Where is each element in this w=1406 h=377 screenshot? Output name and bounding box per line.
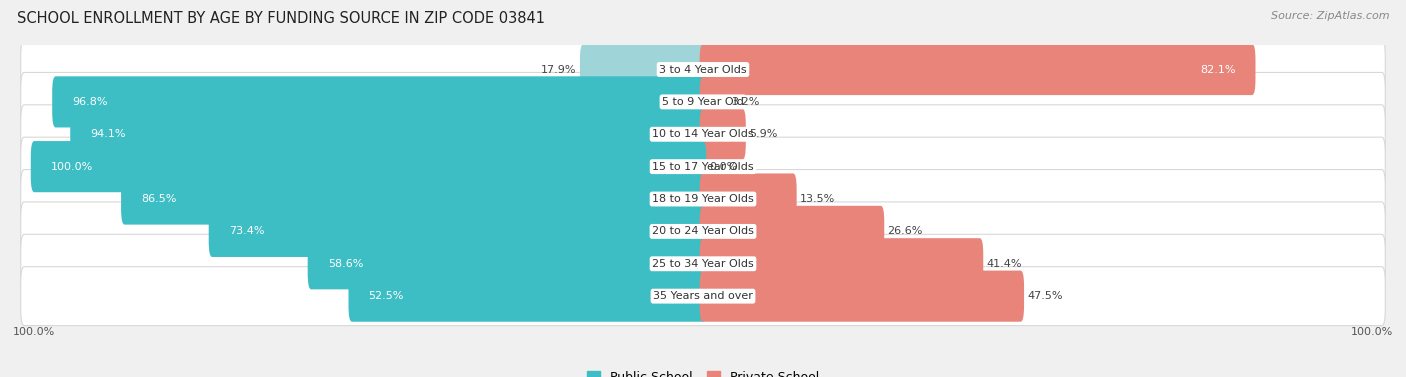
Text: 47.5%: 47.5% — [1028, 291, 1063, 301]
Text: 35 Years and over: 35 Years and over — [652, 291, 754, 301]
FancyBboxPatch shape — [21, 267, 1385, 326]
Text: 5 to 9 Year Old: 5 to 9 Year Old — [662, 97, 744, 107]
FancyBboxPatch shape — [700, 206, 884, 257]
FancyBboxPatch shape — [21, 105, 1385, 164]
FancyBboxPatch shape — [349, 271, 706, 322]
Text: 100.0%: 100.0% — [1351, 327, 1393, 337]
Text: 94.1%: 94.1% — [90, 129, 125, 139]
FancyBboxPatch shape — [21, 40, 1385, 99]
Text: SCHOOL ENROLLMENT BY AGE BY FUNDING SOURCE IN ZIP CODE 03841: SCHOOL ENROLLMENT BY AGE BY FUNDING SOUR… — [17, 11, 546, 26]
Text: 82.1%: 82.1% — [1199, 64, 1236, 75]
Text: 41.4%: 41.4% — [987, 259, 1022, 269]
FancyBboxPatch shape — [21, 137, 1385, 196]
FancyBboxPatch shape — [70, 109, 706, 160]
FancyBboxPatch shape — [121, 173, 706, 225]
FancyBboxPatch shape — [21, 72, 1385, 131]
FancyBboxPatch shape — [308, 238, 706, 290]
FancyBboxPatch shape — [21, 202, 1385, 261]
Text: 3 to 4 Year Olds: 3 to 4 Year Olds — [659, 64, 747, 75]
FancyBboxPatch shape — [700, 238, 983, 290]
FancyBboxPatch shape — [700, 76, 728, 127]
Text: 10 to 14 Year Olds: 10 to 14 Year Olds — [652, 129, 754, 139]
Text: Source: ZipAtlas.com: Source: ZipAtlas.com — [1271, 11, 1389, 21]
FancyBboxPatch shape — [579, 44, 706, 95]
FancyBboxPatch shape — [21, 170, 1385, 228]
Text: 25 to 34 Year Olds: 25 to 34 Year Olds — [652, 259, 754, 269]
Text: 17.9%: 17.9% — [541, 64, 576, 75]
Text: 100.0%: 100.0% — [51, 162, 93, 172]
Text: 5.9%: 5.9% — [749, 129, 778, 139]
Text: 26.6%: 26.6% — [887, 227, 922, 236]
Text: 58.6%: 58.6% — [328, 259, 363, 269]
Text: 18 to 19 Year Olds: 18 to 19 Year Olds — [652, 194, 754, 204]
Legend: Public School, Private School: Public School, Private School — [582, 366, 824, 377]
Text: 20 to 24 Year Olds: 20 to 24 Year Olds — [652, 227, 754, 236]
Text: 100.0%: 100.0% — [13, 327, 55, 337]
Text: 73.4%: 73.4% — [229, 227, 264, 236]
FancyBboxPatch shape — [700, 44, 1256, 95]
FancyBboxPatch shape — [700, 109, 745, 160]
Text: 15 to 17 Year Olds: 15 to 17 Year Olds — [652, 162, 754, 172]
FancyBboxPatch shape — [31, 141, 706, 192]
FancyBboxPatch shape — [21, 234, 1385, 293]
Text: 3.2%: 3.2% — [731, 97, 759, 107]
Text: 13.5%: 13.5% — [800, 194, 835, 204]
FancyBboxPatch shape — [208, 206, 706, 257]
FancyBboxPatch shape — [700, 271, 1024, 322]
Text: 86.5%: 86.5% — [141, 194, 177, 204]
Text: 96.8%: 96.8% — [72, 97, 108, 107]
Text: 0.0%: 0.0% — [710, 162, 738, 172]
FancyBboxPatch shape — [52, 76, 706, 127]
FancyBboxPatch shape — [700, 173, 797, 225]
Text: 52.5%: 52.5% — [368, 291, 404, 301]
